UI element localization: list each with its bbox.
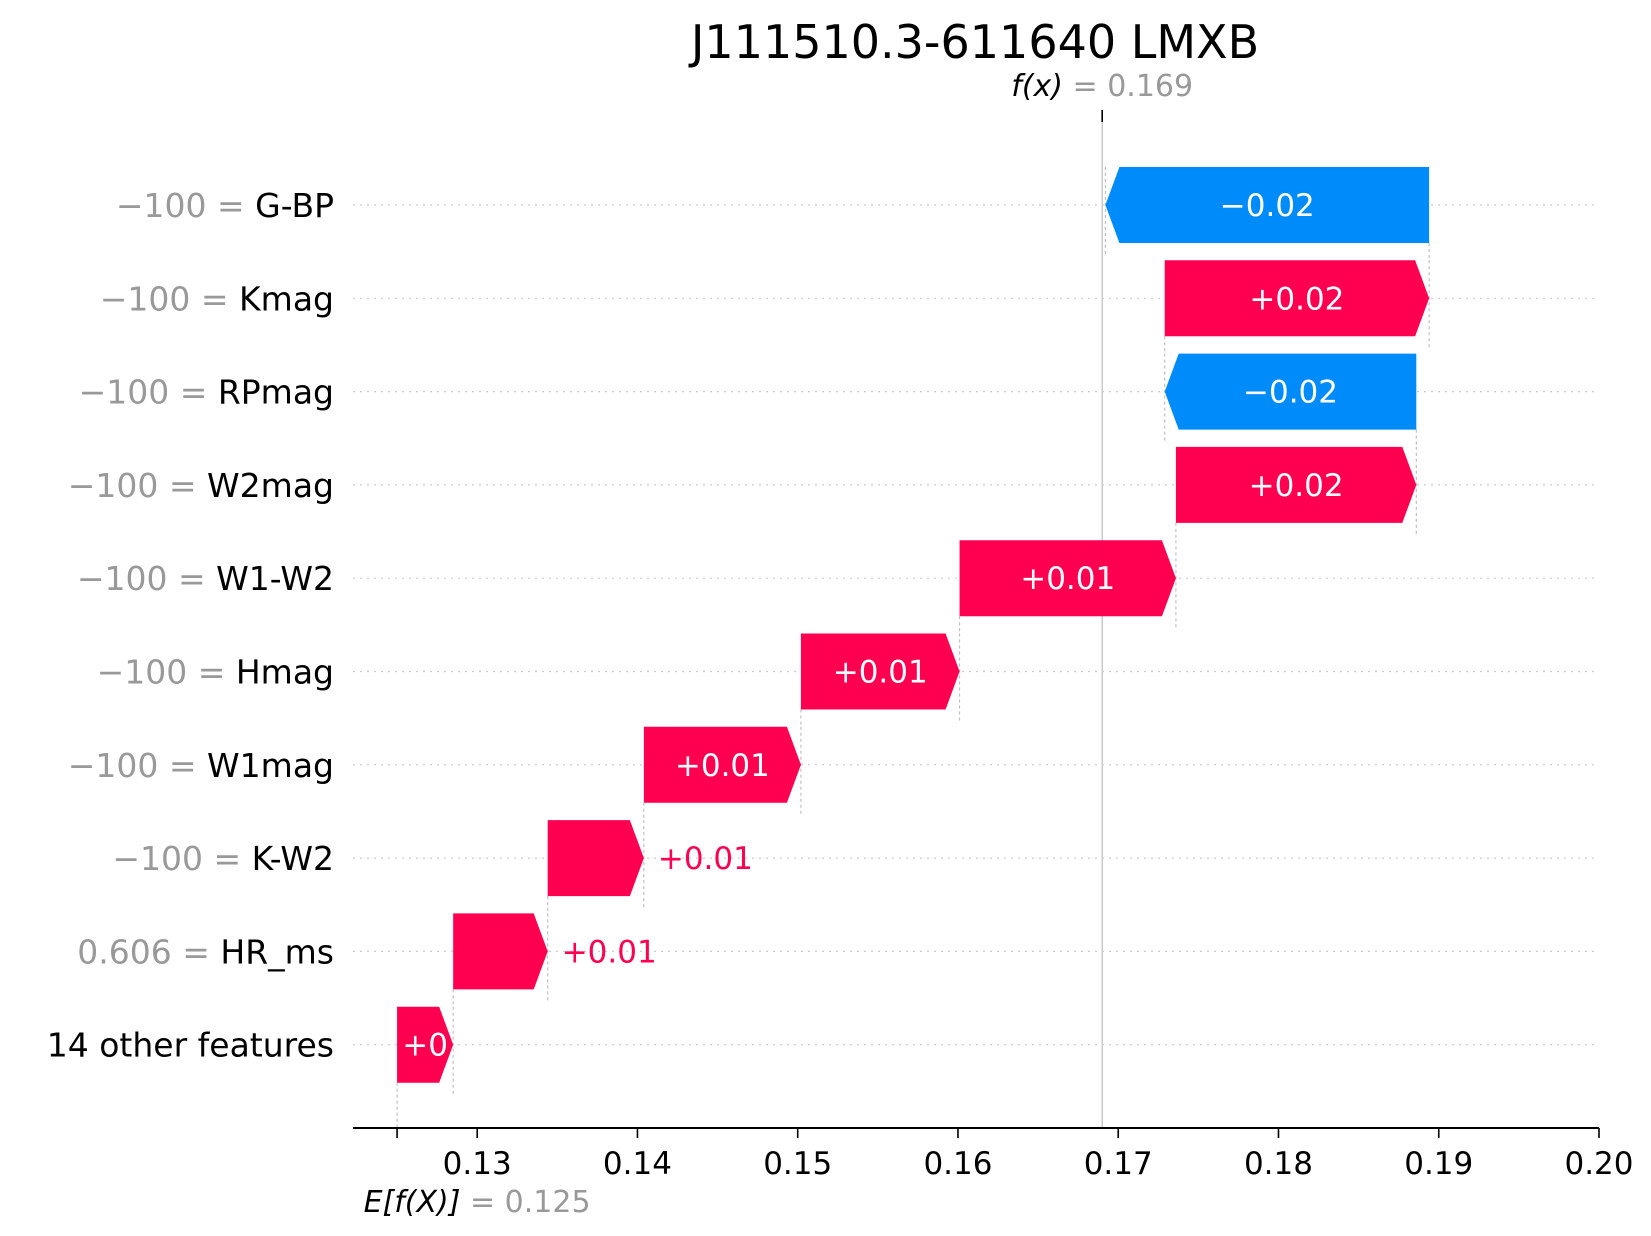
- feature-value: −100: [68, 466, 159, 505]
- bar-RPmag: [1164, 353, 1417, 430]
- feature-value: −100: [112, 839, 203, 878]
- bar-value-label: +0.01: [675, 748, 770, 784]
- x-tick-label: 0.15: [763, 1146, 832, 1182]
- bar-Kmag: [1164, 260, 1430, 337]
- feature-value: −100: [68, 746, 159, 785]
- feature-eq: =: [207, 186, 256, 225]
- feature-name: RPmag: [218, 373, 334, 412]
- bar-value-label: +0: [402, 1028, 448, 1064]
- x-tick-label: 0.16: [923, 1146, 992, 1182]
- x-tick-label: 0.14: [603, 1146, 672, 1182]
- fx-eq: =: [1063, 69, 1107, 104]
- feature-eq: =: [169, 373, 218, 412]
- bar-14 other features: [397, 1006, 454, 1083]
- bar-W2mag: [1175, 446, 1417, 523]
- bar-value-label: +0.02: [1249, 468, 1344, 504]
- feature-eq: =: [158, 466, 207, 505]
- feature-name: W2mag: [207, 466, 334, 505]
- bar-value-label: −0.02: [1243, 375, 1338, 411]
- feature-label: 0.606 = HR_ms: [77, 932, 334, 971]
- feature-value: −100: [116, 186, 207, 225]
- feature-name: W1-W2: [216, 559, 334, 598]
- x-tick-label: 0.18: [1244, 1146, 1313, 1182]
- bars: −0.02 +0.02 −0.02 +0.02 +0.01 +0.01 +0.01 +0.01…: [397, 167, 1430, 1083]
- feature-label: −100 = Hmag: [97, 653, 334, 692]
- bar-HR_ms: [453, 913, 548, 990]
- base-value-annotation: E[f(X)] = 0.125: [364, 1185, 591, 1220]
- bar-K-W2: [547, 820, 644, 897]
- feature-label: −100 = RPmag: [79, 373, 334, 412]
- x-tick-label: 0.19: [1404, 1146, 1473, 1182]
- base-eq: =: [460, 1185, 504, 1220]
- feature-value: −100: [79, 373, 170, 412]
- feature-label: −100 = G-BP: [116, 186, 334, 225]
- feature-eq: =: [187, 653, 236, 692]
- x-axis: 0.13 0.14 0.15 0.16 0.17 0.18 0.19 0.20: [353, 1127, 1634, 1182]
- fx-value: 0.169: [1107, 69, 1193, 104]
- bar-value-label: +0.01: [1020, 561, 1115, 597]
- feature-value: −100: [77, 559, 168, 598]
- x-tick-label: 0.13: [443, 1146, 512, 1182]
- feature-label: −100 = W1mag: [68, 746, 334, 785]
- feature-label: −100 = K-W2: [112, 839, 334, 878]
- feature-eq: =: [172, 932, 221, 971]
- fx-annotation: f(x) = 0.169: [1011, 69, 1193, 104]
- bar-value-label: −0.02: [1220, 188, 1315, 224]
- feature-value: −100: [100, 279, 191, 318]
- bar-value-label: +0.01: [658, 841, 753, 877]
- feature-label: −100 = W2mag: [68, 466, 334, 505]
- feature-value: 0.606: [77, 932, 171, 971]
- feature-eq: =: [203, 839, 252, 878]
- bar-value-label: +0.01: [562, 934, 657, 970]
- bar-value-label: +0.01: [833, 655, 928, 691]
- feature-name: W1mag: [207, 746, 334, 785]
- feature-label: −100 = W1-W2: [77, 559, 334, 598]
- x-tick-label: 0.17: [1084, 1146, 1153, 1182]
- base-value: 0.125: [505, 1185, 591, 1220]
- guide-lines: [396, 110, 1430, 1128]
- bar-value-label: +0.02: [1249, 281, 1344, 317]
- feature-labels: −100 = G-BP−100 = Kmag−100 = RPmag−100 =…: [47, 186, 334, 1065]
- feature-name: Hmag: [236, 653, 334, 692]
- feature-eq: =: [168, 559, 217, 598]
- fx-name: f(x): [1011, 69, 1063, 104]
- bar-W1mag: [643, 726, 801, 803]
- feature-eq: =: [190, 279, 239, 318]
- feature-name: G-BP: [255, 186, 334, 225]
- bar-G-BP: [1105, 167, 1430, 243]
- feature-label: 14 other features: [47, 1026, 334, 1065]
- feature-label: −100 = Kmag: [100, 279, 334, 318]
- feature-eq: =: [158, 746, 207, 785]
- feature-name: HR_ms: [220, 932, 334, 971]
- feature-name: K-W2: [252, 839, 334, 878]
- x-tick-label: 0.20: [1564, 1146, 1633, 1182]
- annotations: f(x) = 0.169 E[f(X)] = 0.125: [364, 69, 1194, 1220]
- chart-title: J111510.3-611640 LMXB: [688, 15, 1259, 69]
- feature-name: Kmag: [239, 279, 334, 318]
- bar-Hmag: [800, 633, 960, 710]
- feature-value: −100: [97, 653, 188, 692]
- feature-name: 14 other features: [47, 1026, 334, 1065]
- bar-W1-W2: [959, 540, 1176, 617]
- base-name: E[f(X)]: [364, 1185, 461, 1220]
